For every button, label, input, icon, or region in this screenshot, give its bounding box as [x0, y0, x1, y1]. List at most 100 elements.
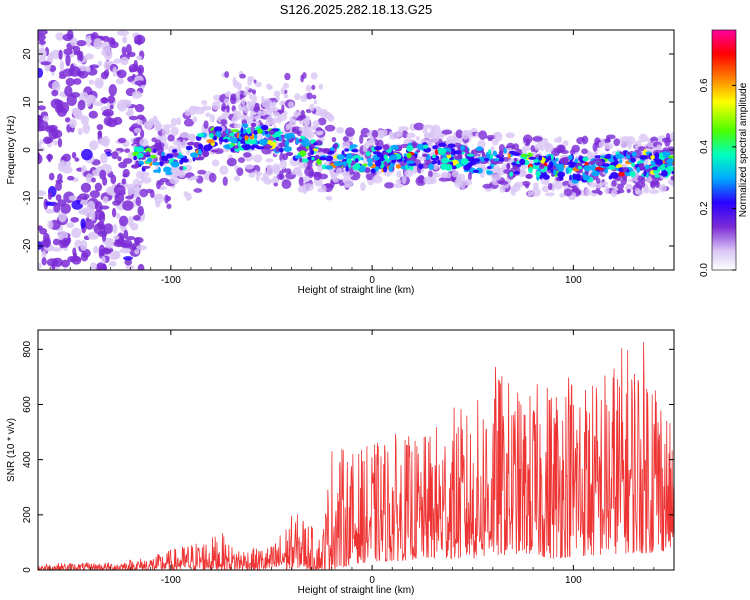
heatmap-cell — [40, 61, 51, 66]
heatmap-cell — [613, 160, 619, 165]
heatmap-cell — [196, 133, 204, 138]
heatmap-cell — [156, 180, 161, 190]
heatmap-cell — [88, 79, 95, 85]
heatmap-cell — [489, 154, 494, 159]
heatmap-cell — [253, 133, 258, 140]
heatmap-cell — [149, 189, 155, 199]
heatmap-cell — [110, 174, 117, 184]
heatmap-cell — [569, 149, 576, 155]
heatmap-cell — [240, 133, 246, 138]
heatmap-cell — [51, 81, 61, 93]
heatmap-cell — [400, 165, 406, 170]
heatmap-cell — [226, 157, 237, 167]
heatmap-cell — [136, 244, 148, 251]
heatmap-cell — [311, 156, 315, 161]
heatmap-cell — [511, 162, 517, 166]
heatmap-cell — [336, 154, 345, 160]
heatmap-cell — [608, 175, 613, 180]
heatmap-cell — [273, 111, 280, 118]
heatmap-cell — [475, 146, 483, 152]
spectrogram-x-label: Height of straight line (km) — [298, 285, 415, 296]
heatmap-cell — [562, 140, 569, 147]
heatmap-cell — [129, 115, 139, 121]
heatmap-cell — [432, 145, 439, 150]
heatmap-cell — [179, 166, 184, 171]
heatmap-cell — [510, 188, 516, 196]
heatmap-cell — [452, 150, 462, 155]
heatmap-cell — [125, 195, 134, 200]
heatmap-cell — [336, 167, 343, 175]
heatmap-cell — [374, 160, 382, 167]
heatmap-cell — [481, 151, 485, 157]
heatmap-cell — [670, 175, 674, 181]
heatmap-cell — [124, 148, 131, 153]
heatmap-cell — [301, 142, 311, 147]
heatmap-cell — [478, 130, 488, 140]
heatmap-cell — [313, 142, 318, 146]
heatmap-cell — [64, 85, 73, 97]
heatmap-cell — [486, 170, 493, 175]
heatmap-cell — [568, 163, 575, 168]
heatmap-cell — [423, 144, 429, 149]
heatmap-cell — [58, 49, 63, 60]
heatmap-cell — [112, 223, 118, 234]
heatmap-cell — [606, 136, 611, 142]
heatmap-cell — [538, 163, 545, 169]
heatmap-cell — [271, 163, 281, 173]
heatmap-cell — [362, 143, 368, 153]
heatmap-cell — [487, 165, 492, 170]
heatmap-cell — [341, 140, 351, 150]
heatmap-cell — [283, 133, 293, 140]
heatmap-cell — [231, 117, 235, 125]
heatmap-cell — [636, 166, 641, 174]
heatmap-cell — [257, 128, 263, 134]
heatmap-cell — [74, 157, 80, 162]
heatmap-cell — [604, 155, 612, 159]
heatmap-cell — [434, 148, 438, 156]
heatmap-cell — [581, 148, 589, 155]
heatmap-cell — [557, 136, 562, 144]
heatmap-cell — [461, 129, 470, 140]
heatmap-cell — [629, 170, 636, 178]
heatmap-cell — [45, 138, 54, 143]
heatmap-cell — [317, 163, 324, 173]
heatmap-cell — [456, 154, 463, 160]
spectrogram-x-tick-label: -100 — [161, 275, 181, 286]
heatmap-cell — [172, 148, 178, 153]
heatmap-cell — [273, 90, 281, 98]
heatmap-cell — [39, 139, 44, 145]
heatmap-cell — [244, 108, 249, 114]
heatmap-cell — [115, 212, 121, 219]
heatmap-cell — [360, 181, 366, 192]
heatmap-cell — [254, 102, 260, 111]
heatmap-cell — [77, 99, 86, 111]
heatmap-cell — [637, 175, 644, 182]
heatmap-cell — [533, 143, 543, 151]
heatmap-cell — [543, 142, 550, 149]
heatmap-cell — [604, 142, 614, 150]
heatmap-cell — [93, 245, 99, 254]
chart-title: S126.2025.282.18.13.G25 — [280, 2, 433, 17]
heatmap-cell — [179, 132, 189, 138]
heatmap-cell — [658, 184, 667, 193]
heatmap-cell — [189, 133, 196, 143]
heatmap-cell — [118, 215, 129, 227]
heatmap-cell — [558, 174, 564, 181]
heatmap-cell — [113, 184, 126, 195]
heatmap-cell — [233, 175, 240, 182]
heatmap-cell — [401, 174, 407, 185]
heatmap-cell — [84, 218, 95, 230]
heatmap-cell — [281, 179, 292, 190]
heatmap-cell — [246, 100, 251, 106]
heatmap-cell — [313, 99, 318, 105]
heatmap-cell — [616, 183, 625, 190]
heatmap-cell — [70, 63, 75, 73]
heatmap-cell — [175, 117, 182, 126]
heatmap-cell — [172, 139, 182, 146]
heatmap-cell — [669, 178, 674, 187]
heatmap-cell — [264, 106, 269, 113]
heatmap-cell — [86, 97, 92, 107]
heatmap-cell — [539, 174, 543, 180]
heatmap-cell — [351, 148, 359, 153]
heatmap-cell — [164, 142, 169, 151]
